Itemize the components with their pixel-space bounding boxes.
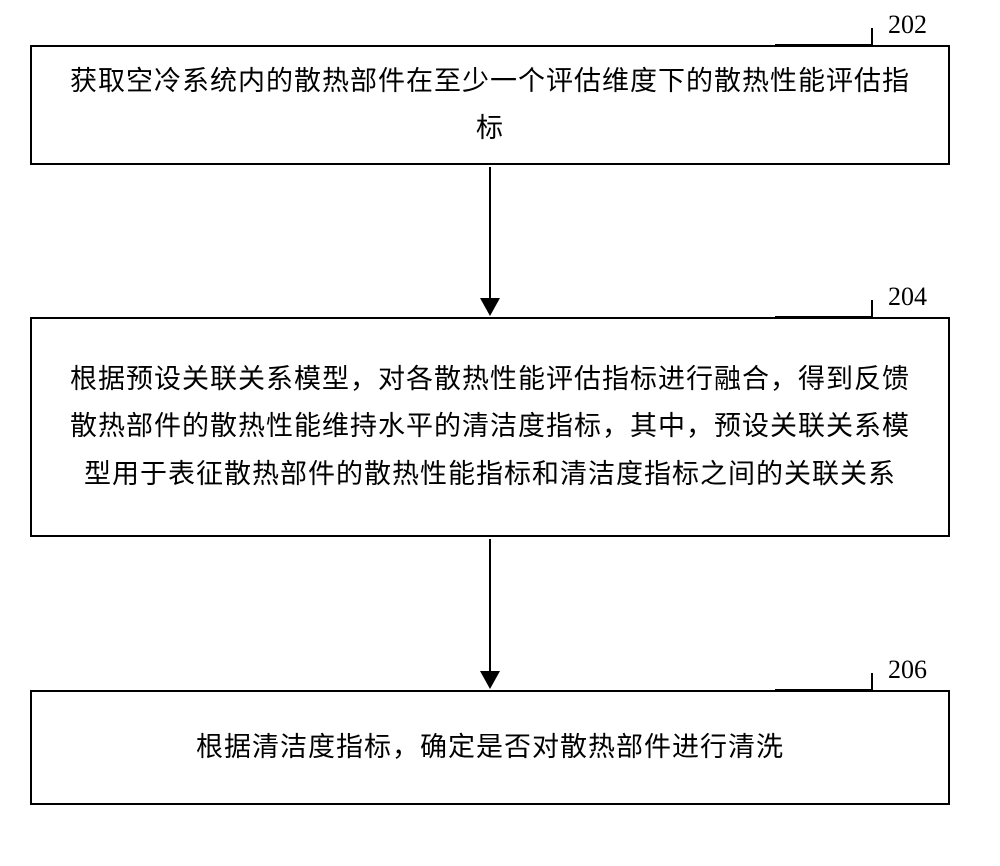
step-1-text: 获取空冷系统内的散热部件在至少一个评估维度下的散热性能评估指标	[62, 58, 918, 153]
step-3-leader-h	[775, 689, 873, 691]
step-1-leader-hook	[871, 28, 873, 44]
flowchart-container: 获取空冷系统内的散热部件在至少一个评估维度下的散热性能评估指标 202 根据预设…	[0, 0, 1000, 866]
arrow-1-to-2	[489, 167, 491, 298]
step-1-label: 202	[888, 10, 927, 40]
arrow-2-to-3-head	[480, 671, 500, 689]
step-3-leader-hook	[871, 673, 873, 689]
step-2-leader-hook	[871, 300, 873, 316]
step-2-text: 根据预设关联关系模型，对各散热性能评估指标进行融合，得到反馈散热部件的散热性能维…	[62, 356, 918, 498]
flowchart-step-1: 获取空冷系统内的散热部件在至少一个评估维度下的散热性能评估指标	[30, 45, 950, 165]
step-2-leader-h	[775, 316, 873, 318]
flowchart-step-2: 根据预设关联关系模型，对各散热性能评估指标进行融合，得到反馈散热部件的散热性能维…	[30, 317, 950, 537]
step-3-label: 206	[888, 655, 927, 685]
step-3-text: 根据清洁度指标，确定是否对散热部件进行清洗	[196, 724, 784, 771]
arrow-1-to-2-head	[480, 298, 500, 316]
arrow-2-to-3	[489, 539, 491, 671]
step-1-leader-h	[775, 44, 873, 46]
flowchart-step-3: 根据清洁度指标，确定是否对散热部件进行清洗	[30, 690, 950, 805]
step-2-label: 204	[888, 282, 927, 312]
